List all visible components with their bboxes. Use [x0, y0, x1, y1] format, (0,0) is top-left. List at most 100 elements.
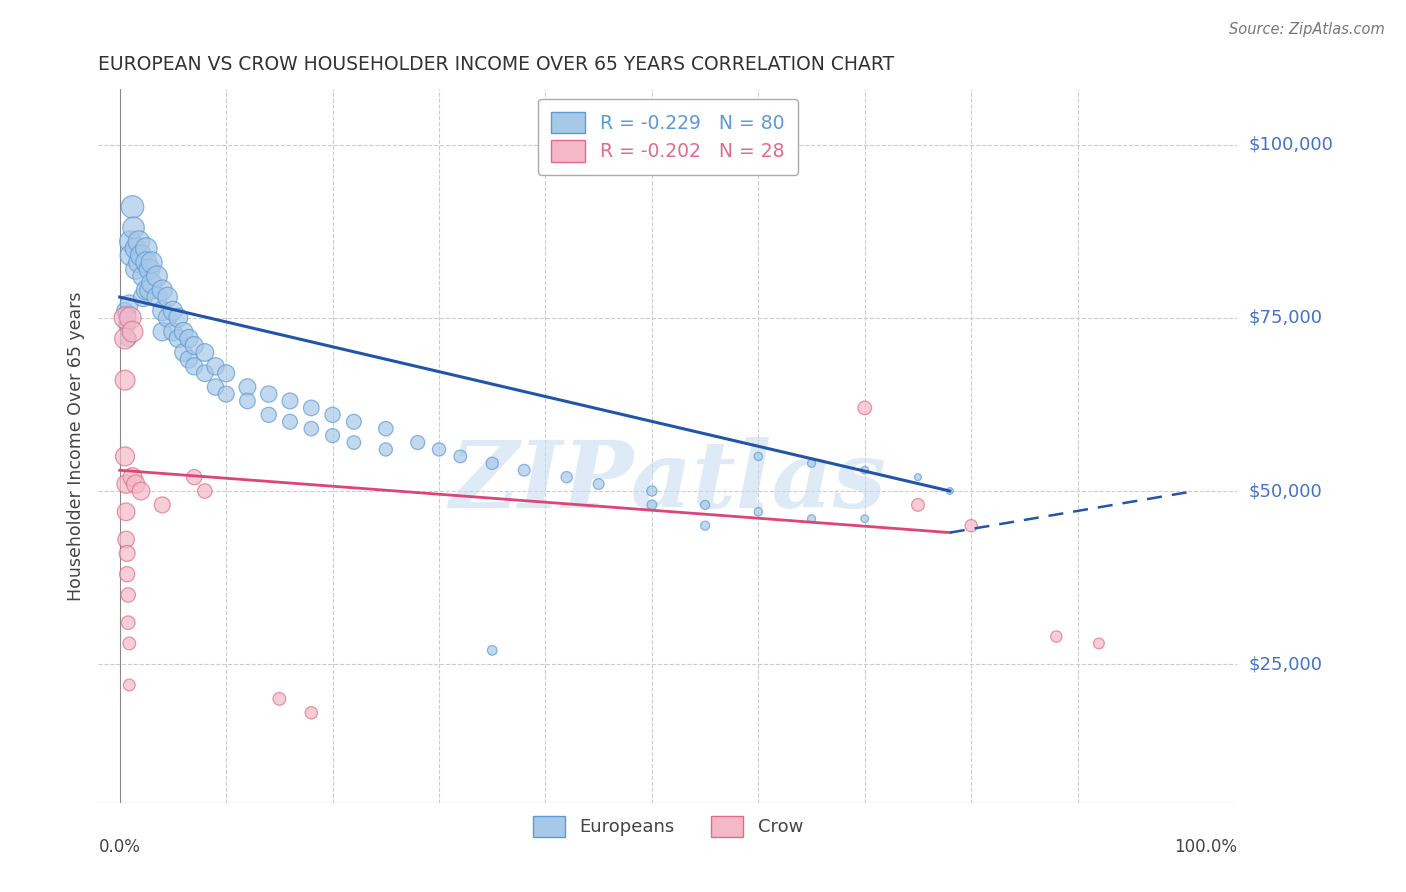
Point [343, 415, 366, 429]
Point [128, 235, 150, 249]
Point [115, 307, 138, 321]
Point [115, 477, 138, 491]
Point [257, 408, 280, 422]
Point [800, 456, 823, 470]
Point [343, 435, 366, 450]
Point [427, 442, 450, 457]
Point [183, 359, 205, 374]
Point [129, 483, 152, 498]
Point [278, 394, 301, 409]
Y-axis label: Householder Income Over 65 years: Householder Income Over 65 years [67, 292, 86, 600]
Point [215, 387, 238, 401]
Point [257, 387, 280, 401]
Point [747, 505, 769, 519]
Point [853, 512, 876, 526]
Point [117, 332, 139, 346]
Point [150, 283, 173, 297]
Point [183, 338, 205, 352]
Point [1045, 630, 1067, 644]
Point [693, 518, 716, 533]
Point [128, 255, 150, 269]
Point [120, 310, 142, 325]
Point [117, 588, 139, 602]
Point [115, 533, 138, 547]
Point [194, 483, 217, 498]
Point [236, 380, 259, 394]
Point [135, 283, 157, 297]
Point [588, 477, 610, 491]
Point [555, 470, 578, 484]
Point [124, 477, 146, 491]
Point [322, 408, 344, 422]
Point [114, 304, 136, 318]
Point [513, 463, 536, 477]
Point [167, 332, 190, 346]
Point [138, 262, 160, 277]
Point [215, 366, 238, 380]
Point [269, 691, 291, 706]
Point [117, 615, 139, 630]
Point [449, 450, 471, 464]
Point [114, 450, 136, 464]
Point [299, 706, 322, 720]
Point [299, 422, 322, 436]
Point [115, 546, 138, 560]
Point [641, 483, 664, 498]
Text: $50,000: $50,000 [1249, 482, 1322, 500]
Text: ZIPatlas: ZIPatlas [450, 437, 886, 526]
Text: $75,000: $75,000 [1249, 309, 1323, 326]
Point [481, 456, 503, 470]
Point [135, 255, 157, 269]
Point [120, 248, 142, 262]
Point [162, 325, 184, 339]
Point [132, 269, 155, 284]
Point [124, 242, 146, 256]
Point [204, 359, 226, 374]
Text: 0.0%: 0.0% [98, 838, 141, 856]
Point [641, 498, 664, 512]
Point [1088, 636, 1111, 650]
Point [118, 636, 141, 650]
Legend: Europeans, Crow: Europeans, Crow [526, 808, 810, 844]
Point [118, 678, 141, 692]
Point [747, 450, 769, 464]
Point [138, 283, 160, 297]
Point [907, 470, 929, 484]
Point [173, 345, 195, 359]
Point [135, 242, 157, 256]
Point [114, 332, 136, 346]
Text: 100.0%: 100.0% [1174, 838, 1237, 856]
Point [120, 235, 142, 249]
Point [693, 498, 716, 512]
Point [853, 401, 876, 415]
Text: Source: ZipAtlas.com: Source: ZipAtlas.com [1229, 22, 1385, 37]
Point [907, 498, 929, 512]
Text: EUROPEAN VS CROW HOUSEHOLDER INCOME OVER 65 YEARS CORRELATION CHART: EUROPEAN VS CROW HOUSEHOLDER INCOME OVER… [98, 54, 894, 74]
Point [141, 276, 163, 290]
Point [129, 248, 152, 262]
Point [194, 366, 217, 380]
Point [115, 505, 138, 519]
Point [156, 310, 179, 325]
Point [278, 415, 301, 429]
Text: $25,000: $25,000 [1249, 656, 1323, 673]
Point [150, 325, 173, 339]
Point [162, 304, 184, 318]
Point [122, 220, 145, 235]
Point [115, 318, 138, 332]
Point [146, 269, 169, 284]
Point [374, 422, 396, 436]
Text: $100,000: $100,000 [1249, 136, 1333, 153]
Point [150, 498, 173, 512]
Point [183, 470, 205, 484]
Point [204, 380, 226, 394]
Point [374, 442, 396, 457]
Point [156, 290, 179, 304]
Point [853, 463, 876, 477]
Point [194, 345, 217, 359]
Point [114, 373, 136, 387]
Point [146, 290, 169, 304]
Point [177, 332, 200, 346]
Point [939, 483, 962, 498]
Point [132, 290, 155, 304]
